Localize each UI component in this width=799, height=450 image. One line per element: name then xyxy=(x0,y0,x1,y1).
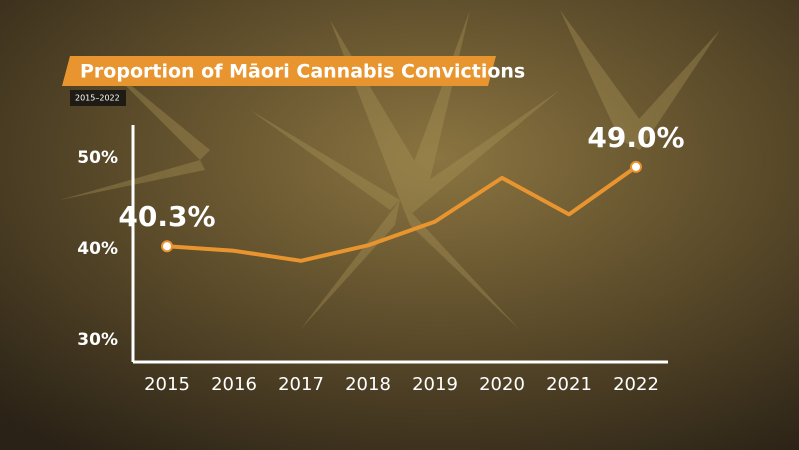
chart-title: Proportion of Māori Cannabis Convictions xyxy=(80,61,525,83)
y-tick-label: 30% xyxy=(77,330,118,350)
data-point xyxy=(161,240,173,253)
y-tick-label: 50% xyxy=(77,148,118,168)
x-tick-label: 2017 xyxy=(278,374,324,395)
x-tick-label: 2015 xyxy=(144,374,190,395)
data-label: 40.3% xyxy=(118,200,215,233)
chart-subtitle: 2015–2022 xyxy=(75,94,120,103)
x-tick-label: 2016 xyxy=(211,374,257,395)
title-banner xyxy=(62,56,496,86)
data-point xyxy=(630,160,642,173)
y-tick-label: 40% xyxy=(77,239,118,259)
subtitle-box xyxy=(70,90,126,106)
x-tick-label: 2022 xyxy=(613,374,659,395)
x-tick-label: 2019 xyxy=(412,374,458,395)
x-tick-label: 2020 xyxy=(479,374,525,395)
x-tick-label: 2018 xyxy=(345,374,391,395)
x-tick-label: 2021 xyxy=(546,374,592,395)
data-label: 49.0% xyxy=(587,121,684,154)
data-line xyxy=(166,165,638,263)
